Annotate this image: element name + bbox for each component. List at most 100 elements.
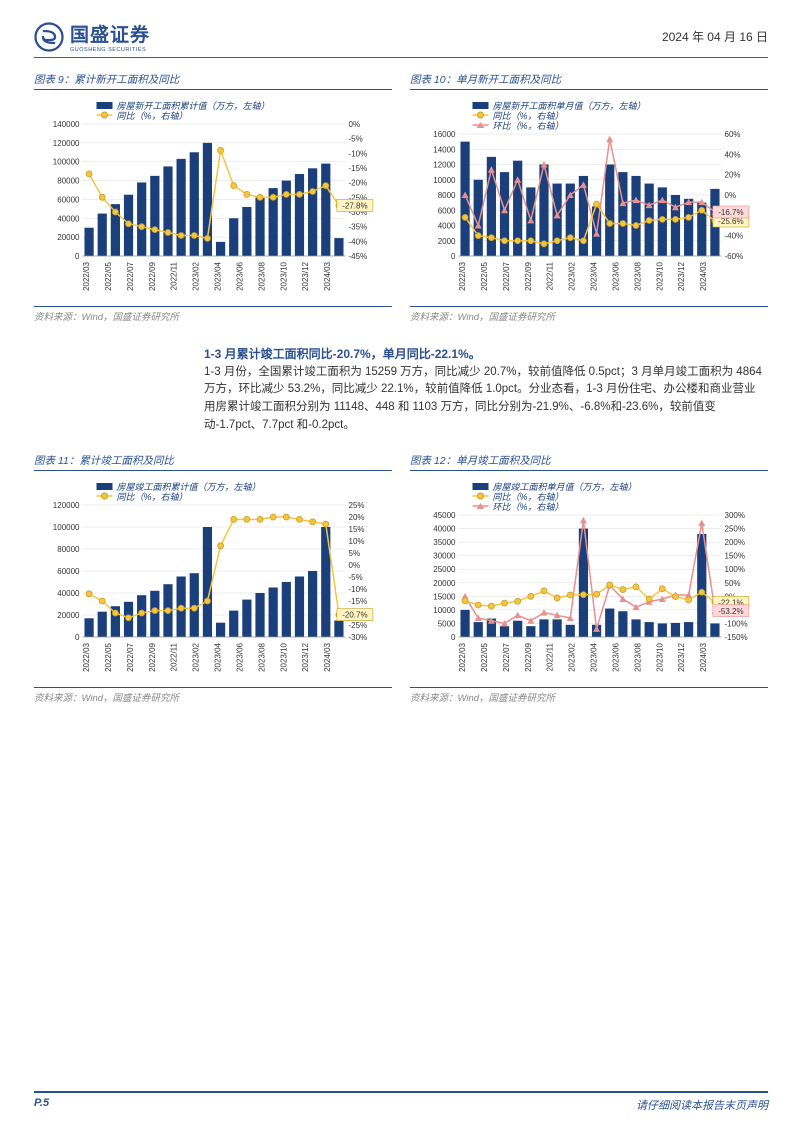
svg-text:2022/07: 2022/07 [502, 642, 511, 671]
svg-text:2023/04: 2023/04 [214, 261, 223, 290]
svg-text:-5%: -5% [349, 573, 363, 582]
svg-text:2024/03: 2024/03 [699, 642, 708, 671]
svg-text:2023/02: 2023/02 [568, 642, 577, 671]
svg-text:35000: 35000 [433, 538, 456, 547]
svg-text:0: 0 [75, 633, 80, 642]
svg-text:-27.8%: -27.8% [342, 202, 367, 211]
svg-text:15000: 15000 [433, 592, 456, 601]
svg-text:12000: 12000 [433, 161, 456, 170]
svg-text:2023/12: 2023/12 [677, 261, 686, 290]
svg-text:2023/04: 2023/04 [590, 642, 599, 671]
svg-text:-40%: -40% [349, 237, 368, 246]
svg-text:-45%: -45% [349, 252, 368, 261]
svg-text:2022/05: 2022/05 [480, 642, 489, 671]
svg-text:200%: 200% [725, 538, 745, 547]
svg-text:2023/08: 2023/08 [633, 642, 642, 671]
chart-10: 图表 10：单月新开工面积及同比 房屋新开工面积单月值（万方，左轴）同比（%，右… [410, 72, 768, 323]
svg-text:40000: 40000 [57, 214, 80, 223]
svg-text:2023/06: 2023/06 [611, 261, 620, 290]
svg-text:20%: 20% [725, 171, 741, 180]
svg-text:80000: 80000 [57, 177, 80, 186]
svg-text:-30%: -30% [349, 633, 368, 642]
body-paragraph: 1-3 月份，全国累计竣工面积为 15259 万方，同比减少 20.7%，较前值… [204, 364, 764, 435]
svg-text:25%: 25% [349, 501, 365, 510]
svg-text:2023/04: 2023/04 [590, 261, 599, 290]
body-headline: 1-3 月累计竣工面积同比-20.7%，单月同比-22.1%。 [204, 345, 764, 364]
svg-text:20%: 20% [349, 513, 365, 522]
svg-text:0: 0 [451, 633, 456, 642]
svg-text:2022/03: 2022/03 [458, 261, 467, 290]
svg-text:2022/03: 2022/03 [82, 261, 91, 290]
svg-text:2023/10: 2023/10 [655, 642, 664, 671]
chart-10-title: 图表 10：单月新开工面积及同比 [410, 72, 768, 90]
svg-text:60000: 60000 [57, 195, 80, 204]
svg-text:2022/07: 2022/07 [502, 261, 511, 290]
svg-text:-35%: -35% [349, 223, 368, 232]
svg-text:250%: 250% [725, 524, 745, 533]
svg-text:-150%: -150% [725, 633, 748, 642]
svg-text:100000: 100000 [53, 523, 80, 532]
svg-text:20000: 20000 [433, 579, 456, 588]
chart-12-source: 资料来源：Wind，国盛证券研究所 [410, 687, 768, 704]
svg-text:30000: 30000 [433, 552, 456, 561]
svg-text:2024/03: 2024/03 [323, 261, 332, 290]
svg-text:8000: 8000 [438, 191, 456, 200]
svg-text:-25.6%: -25.6% [718, 217, 743, 226]
chart-12-title: 图表 12：单月竣工面积及同比 [410, 453, 768, 471]
svg-text:-25%: -25% [349, 621, 368, 630]
svg-text:-15%: -15% [349, 164, 368, 173]
svg-text:-20%: -20% [349, 179, 368, 188]
report-date: 2024 年 04 月 16 日 [662, 28, 768, 45]
svg-text:同比（%，右轴）: 同比（%，右轴） [117, 111, 188, 121]
svg-text:4000: 4000 [438, 222, 456, 231]
svg-text:2022/11: 2022/11 [170, 261, 179, 290]
svg-text:房屋竣工面积单月值（万方，左轴）: 房屋竣工面积单月值（万方，左轴） [493, 482, 637, 492]
svg-text:2022/05: 2022/05 [480, 261, 489, 290]
svg-text:14000: 14000 [433, 145, 456, 154]
svg-text:2022/11: 2022/11 [170, 642, 179, 671]
svg-text:2024/03: 2024/03 [699, 261, 708, 290]
logo: 国盛证券 GUOSHENG SECURITIES [34, 20, 150, 53]
svg-text:环比（%，右轴）: 环比（%，右轴） [493, 502, 564, 512]
svg-text:100000: 100000 [53, 158, 80, 167]
svg-text:-5%: -5% [349, 135, 363, 144]
chart-11-title: 图表 11：累计竣工面积及同比 [34, 453, 392, 471]
svg-text:60%: 60% [725, 130, 741, 139]
company-name-cn: 国盛证券 [70, 20, 150, 47]
svg-text:2023/12: 2023/12 [677, 642, 686, 671]
svg-text:-10%: -10% [349, 585, 368, 594]
svg-text:150%: 150% [725, 552, 745, 561]
svg-text:2023/02: 2023/02 [568, 261, 577, 290]
svg-text:0: 0 [451, 252, 456, 261]
svg-text:-53.2%: -53.2% [718, 607, 743, 616]
svg-text:2022/11: 2022/11 [546, 261, 555, 290]
svg-text:2000: 2000 [438, 237, 456, 246]
svg-text:2022/11: 2022/11 [546, 642, 555, 671]
svg-text:2022/09: 2022/09 [148, 261, 157, 290]
chart-9: 图表 9：累计新开工面积及同比 房屋新开工面积累计值（万方，左轴）同比（%，右轴… [34, 72, 392, 323]
svg-text:-20.7%: -20.7% [342, 611, 367, 620]
svg-text:-10%: -10% [349, 149, 368, 158]
svg-text:2023/10: 2023/10 [279, 261, 288, 290]
svg-text:20000: 20000 [57, 611, 80, 620]
svg-text:2023/10: 2023/10 [655, 261, 664, 290]
svg-text:140000: 140000 [53, 120, 80, 129]
chart-9-title: 图表 9：累计新开工面积及同比 [34, 72, 392, 90]
page-header: 国盛证券 GUOSHENG SECURITIES 2024 年 04 月 16 … [34, 20, 768, 58]
svg-text:0%: 0% [349, 561, 361, 570]
svg-text:-40%: -40% [725, 232, 744, 241]
svg-text:40%: 40% [725, 150, 741, 159]
svg-text:房屋新开工面积累计值（万方，左轴）: 房屋新开工面积累计值（万方，左轴） [117, 101, 270, 111]
svg-text:-15%: -15% [349, 597, 368, 606]
svg-text:2024/03: 2024/03 [323, 642, 332, 671]
svg-text:40000: 40000 [57, 589, 80, 598]
svg-text:2023/02: 2023/02 [192, 642, 201, 671]
svg-text:-100%: -100% [725, 619, 748, 628]
svg-text:5000: 5000 [438, 619, 456, 628]
svg-text:-60%: -60% [725, 252, 744, 261]
svg-text:0%: 0% [349, 120, 361, 129]
svg-text:300%: 300% [725, 511, 745, 520]
svg-text:2023/12: 2023/12 [301, 642, 310, 671]
chart-11-source: 资料来源：Wind，国盛证券研究所 [34, 687, 392, 704]
svg-text:25000: 25000 [433, 565, 456, 574]
